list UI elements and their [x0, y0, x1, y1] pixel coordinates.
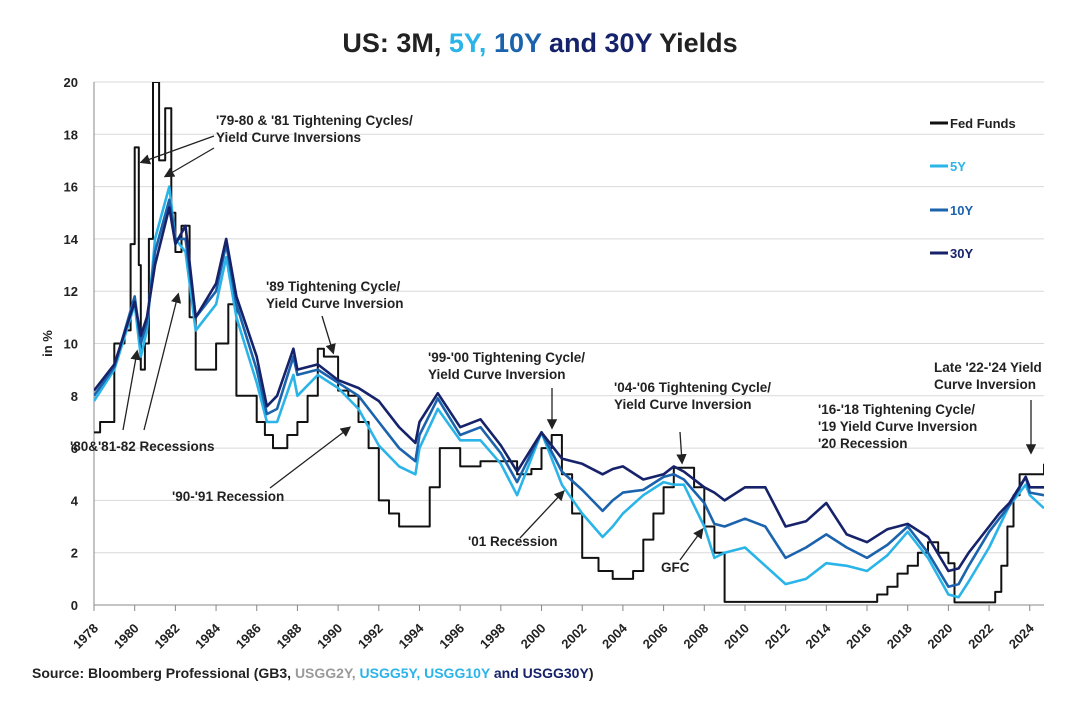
- x-tick-label: 1980: [111, 621, 142, 652]
- x-tick-label: 2024: [1006, 620, 1038, 652]
- series-line-30y: [94, 206, 1044, 573]
- legend-label: 10Y: [950, 203, 973, 218]
- y-tick-label: 8: [71, 389, 78, 404]
- x-tick-label: 2000: [518, 621, 549, 652]
- annotation-rec01: '01 Recession: [468, 534, 558, 549]
- y-tick-label: 2: [71, 546, 78, 561]
- annotation-arrow: [163, 147, 215, 178]
- x-tick-label: 2010: [721, 621, 752, 652]
- x-tick-label: 1992: [355, 621, 386, 652]
- source-2y: USGG2Y,: [294, 665, 356, 681]
- annotation-line: '20 Recession: [818, 436, 908, 451]
- x-tick-label: 1986: [233, 621, 264, 652]
- x-tick-label: 2008: [680, 621, 711, 652]
- annotation-line: '80&'81-82 Recessions: [70, 439, 215, 454]
- x-tick-label: 2006: [640, 621, 671, 652]
- annotation-t7980: '79-80 & '81 Tightening Cycles/Yield Cur…: [216, 113, 413, 145]
- y-tick-label: 14: [64, 232, 79, 247]
- annotation-t9900: '99-'00 Tightening Cycle/Yield Curve Inv…: [428, 350, 585, 382]
- y-axis-label: in %: [40, 330, 55, 357]
- x-tick-label: 1996: [436, 621, 467, 652]
- x-tick-label: 2022: [965, 621, 996, 652]
- x-tick-label: 2002: [558, 621, 589, 652]
- x-tick-label: 1994: [396, 620, 428, 652]
- y-tick-label: 0: [71, 598, 78, 613]
- annotation-rec9091: '90-'91 Recession: [172, 489, 284, 504]
- annotation-line: '16-'18 Tightening Cycle/: [818, 402, 975, 417]
- x-tick-label: 2012: [762, 621, 793, 652]
- x-tick-label: 2018: [884, 621, 915, 652]
- title-suffix: Yields: [652, 28, 738, 58]
- x-tick-label: 1978: [70, 621, 101, 652]
- source-note: Source: Bloomberg Professional (GB3, USG…: [32, 665, 593, 681]
- y-tick-label: 20: [64, 75, 78, 90]
- x-tick-label: 1998: [477, 621, 508, 652]
- annotation-arrow: [676, 431, 687, 465]
- title-and: and: [541, 28, 605, 58]
- annotation-line: GFC: [661, 560, 690, 575]
- y-tick-label: 12: [64, 284, 78, 299]
- annotation-line: Yield Curve Inversion: [266, 296, 404, 311]
- series-line-5y: [94, 185, 1044, 599]
- series-lines: [94, 82, 1044, 604]
- source-30y: USGG30Y: [522, 665, 589, 681]
- annotation-rec80: '80&'81-82 Recessions: [70, 439, 215, 454]
- annotation-line: '01 Recession: [468, 534, 558, 549]
- annotation-t89: '89 Tightening Cycle/Yield Curve Inversi…: [266, 279, 404, 311]
- x-tick-label: 2020: [924, 621, 955, 652]
- title-prefix: US: 3M,: [342, 28, 449, 58]
- annotation-line: '89 Tightening Cycle/: [266, 279, 400, 294]
- annotation-arrow: [269, 426, 352, 489]
- annotation-line: Curve Inversion: [934, 377, 1036, 392]
- annotation-arrow: [321, 315, 336, 355]
- y-tick-label: 18: [64, 127, 78, 142]
- x-tick-label: 2016: [843, 621, 874, 652]
- annotation-t0406: '04-'06 Tightening Cycle/Yield Curve Inv…: [614, 380, 771, 412]
- y-tick-label: 6: [71, 441, 78, 456]
- annotation-line: '79-80 & '81 Tightening Cycles/: [216, 113, 413, 128]
- annotation-line: '90-'91 Recession: [172, 489, 284, 504]
- title-30y: 30Y: [604, 28, 653, 58]
- annotation-t2224: Late '22-'24 Yield Curve Inversion: [934, 360, 1042, 392]
- source-suffix: ): [588, 665, 594, 681]
- x-tick-label: 1990: [314, 621, 345, 652]
- annotation-line: '19 Yield Curve Inversion: [818, 419, 977, 434]
- annotation-arrow: [139, 135, 215, 165]
- annotation-line: Yield Curve Inversion: [614, 397, 752, 412]
- annotation-line: Late '22-'24 Yield: [934, 360, 1042, 375]
- y-tick-label: 10: [64, 337, 78, 352]
- annotation-arrow: [519, 490, 565, 539]
- annotation-gfc: GFC: [661, 560, 690, 575]
- source-5y-10y: USGG5Y, USGG10Y: [359, 665, 490, 681]
- x-tick-label: 1984: [192, 620, 224, 652]
- source-and: and: [490, 665, 523, 681]
- annotation-line: '99-'00 Tightening Cycle/: [428, 350, 585, 365]
- x-tick-label: 1982: [151, 621, 182, 652]
- annotation-t1618: '16-'18 Tightening Cycle/ '19 Yield Curve…: [818, 402, 977, 451]
- y-tick-label: 4: [71, 493, 79, 508]
- title-10y: 10Y: [493, 28, 542, 58]
- y-tick-label: 16: [64, 180, 78, 195]
- title-5y: 5Y,: [448, 28, 487, 58]
- series-line-fed-funds: [94, 82, 1044, 604]
- annotation-arrow: [679, 527, 704, 561]
- annotation-line: '04-'06 Tightening Cycle/: [614, 380, 771, 395]
- legend: Fed Funds 5Y 10Y 30Y: [930, 116, 1016, 261]
- source-prefix: Source: Bloomberg Professional (GB3,: [32, 665, 295, 681]
- annotations: '79-80 & '81 Tightening Cycles/Yield Cur…: [70, 113, 1042, 575]
- legend-label: Fed Funds: [950, 116, 1016, 131]
- annotation-arrow: [122, 349, 141, 431]
- x-tick-label: 1988: [273, 621, 304, 652]
- annotation-line: Yield Curve Inversions: [216, 130, 361, 145]
- x-tick-label: 2014: [802, 620, 834, 652]
- x-tick-label: 2004: [599, 620, 631, 652]
- annotation-arrow: [143, 292, 182, 431]
- series-line-10y: [94, 198, 1044, 588]
- annotation-line: Yield Curve Inversion: [428, 367, 566, 382]
- legend-label: 5Y: [950, 159, 966, 174]
- legend-label: 30Y: [950, 246, 973, 261]
- chart-title: US: 3M, 5Y, 10Y and 30Y Yields: [0, 28, 1080, 59]
